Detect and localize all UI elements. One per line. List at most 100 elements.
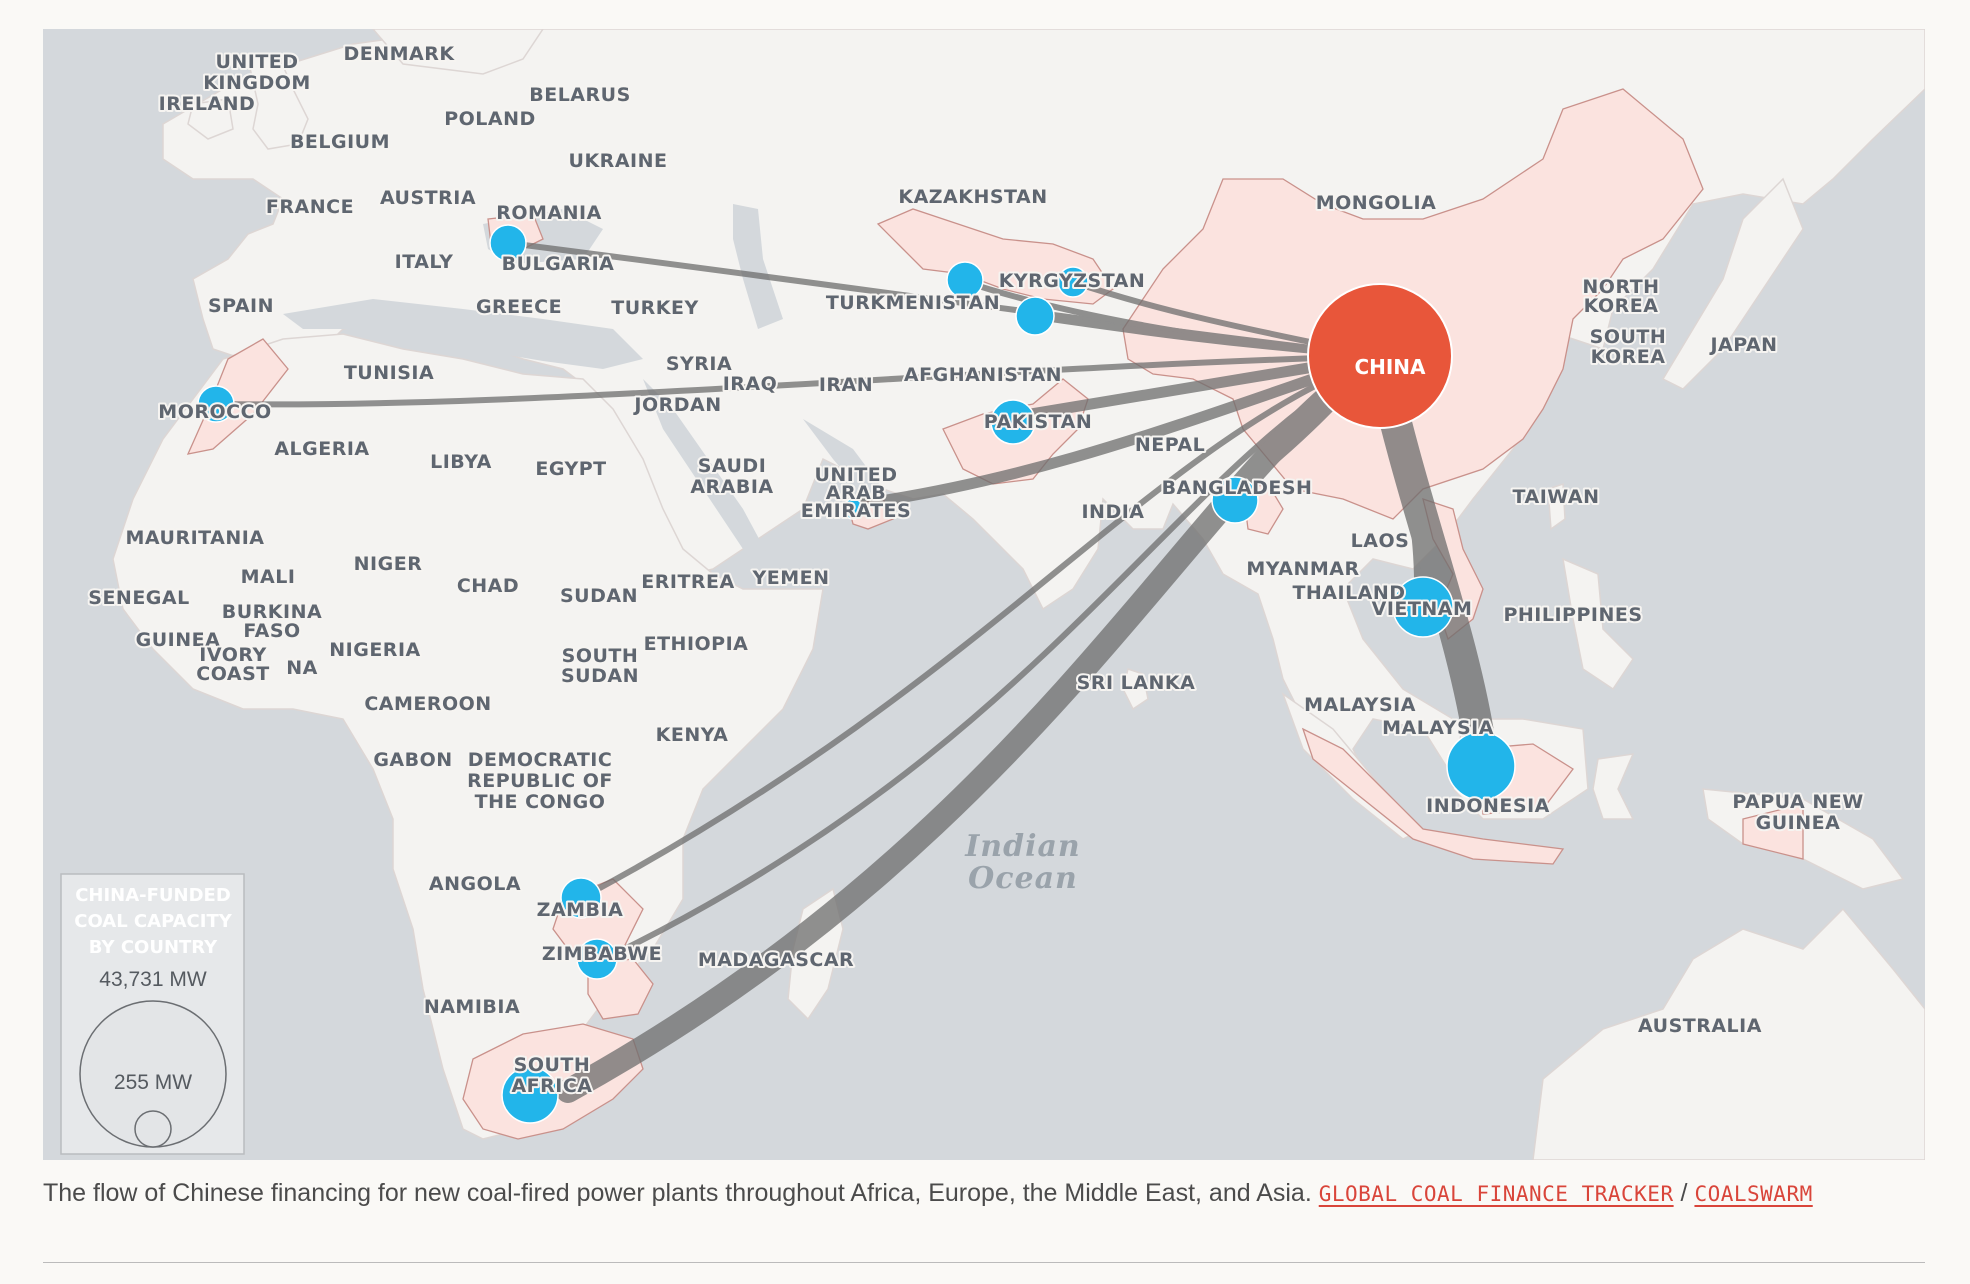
label-australia: AUSTRALIA	[1638, 1015, 1762, 1037]
node-zambia[interactable]	[560, 877, 602, 919]
label-algeria: ALGERIA	[274, 438, 369, 460]
node-pakistan[interactable]	[990, 399, 1036, 445]
great-britain-land	[247, 53, 309, 150]
legend-box: CHINA-FUNDED COAL CAPACITY BY COUNTRY 43,7…	[60, 873, 245, 1155]
mediterranean-sea	[283, 299, 643, 369]
label-guinea: GUINEA	[136, 629, 221, 651]
label-united-kingdom: UNITED KINGDOM	[203, 51, 311, 94]
legend-max-value: 43,731 MW	[99, 968, 207, 991]
label-chad: CHAD	[457, 575, 519, 597]
label-ukraine: UKRAINE	[569, 150, 668, 172]
label-zimbabwe: ZIMBABWE	[542, 943, 662, 965]
label-ghana-fragment: NA	[286, 657, 318, 679]
label-japan: JAPAN	[1708, 334, 1777, 356]
ocean-label-indian: Indian Ocean	[964, 829, 1080, 896]
label-south-africa: SOUTH AFRICA	[511, 1054, 592, 1097]
label-ireland: IRELAND	[159, 93, 256, 115]
label-namibia: NAMIBIA	[424, 996, 520, 1018]
label-madagascar: MADAGASCAR	[698, 949, 854, 971]
ireland-land	[187, 98, 234, 140]
legend-min-circle	[134, 1110, 172, 1148]
caption-separator: /	[1673, 1179, 1695, 1207]
country-nodes	[197, 224, 1516, 1124]
label-egypt: EGYPT	[535, 458, 606, 480]
label-eritrea: ERITREA	[641, 571, 734, 593]
label-vietnam: VIETNAM	[1372, 598, 1473, 620]
label-ivory-coast: IVORY COAST	[196, 644, 269, 685]
flow-zambia	[580, 353, 1383, 900]
label-niger: NIGER	[354, 553, 423, 575]
source-link-coalswarm[interactable]: COALSWARM	[1694, 1182, 1813, 1206]
persian-gulf	[803, 419, 883, 494]
philippines-land	[1562, 557, 1634, 691]
label-syria: SYRIA	[666, 353, 732, 375]
label-turkey: TURKEY	[611, 297, 698, 319]
label-bulgaria: BULGARIA	[502, 253, 615, 275]
label-angola: ANGOLA	[429, 873, 521, 895]
label-thailand: THAILAND	[1292, 582, 1405, 604]
label-afghanistan: AFGHANISTAN	[904, 364, 1062, 386]
taiwan-land	[1547, 482, 1566, 531]
node-morocco[interactable]	[197, 385, 235, 423]
china-hub-circle[interactable]	[1307, 283, 1453, 429]
sulawesi-land	[1592, 753, 1635, 820]
sri-lanka-land	[1122, 668, 1149, 711]
label-taiwan: TAIWAN	[1513, 486, 1600, 508]
label-turkmenistan: TURKMENISTAN	[826, 292, 1000, 314]
label-drc: DEMOCRATIC REPUBLIC OF THE CONGO	[467, 749, 613, 813]
source-link-global-coal-finance-tracker[interactable]: GLOBAL COAL FINANCE TRACKER	[1318, 1182, 1674, 1206]
label-belgium: BELGIUM	[290, 131, 390, 153]
node-romania[interactable]	[489, 224, 527, 262]
node-kyrgyzstan-2[interactable]	[1057, 266, 1089, 298]
legend-min-value: 255 MW	[114, 1071, 192, 1094]
label-sri-lanka: SRI LANKA	[1077, 672, 1196, 694]
label-mongolia: MONGOLIA	[1316, 192, 1437, 214]
label-indonesia: INDONESIA	[1426, 795, 1550, 817]
label-jordan: JORDAN	[632, 394, 721, 416]
label-senegal: SENEGAL	[88, 587, 189, 609]
map-panel: CHINA UNITED KINGDOM DENMARK IRELAND BELA…	[43, 29, 1925, 1160]
label-italy: ITALY	[395, 251, 454, 273]
scandinavia-land	[372, 29, 544, 75]
node-indonesia[interactable]	[1446, 731, 1516, 801]
label-iran: IRAN	[819, 374, 873, 396]
flow-south-africa	[556, 344, 1392, 1103]
label-uae: UNITED ARAB EMIRATES	[801, 464, 911, 522]
label-austria: AUSTRIA	[380, 187, 476, 209]
label-burkina-faso: BURKINA FASO	[222, 601, 322, 642]
label-kazakhstan: KAZAKHSTAN	[898, 186, 1047, 208]
node-uae[interactable]	[842, 498, 864, 520]
indonesia-shape	[1301, 727, 1804, 865]
label-greece: GREECE	[476, 296, 562, 318]
label-bangladesh: BANGLADESH	[1162, 477, 1313, 499]
label-myanmar: MYANMAR	[1246, 558, 1359, 580]
flow-uae	[847, 350, 1386, 511]
label-iraq: IRAQ	[723, 373, 778, 395]
label-cameroon: CAMEROON	[364, 693, 491, 715]
label-nepal: NEPAL	[1135, 434, 1205, 456]
label-sudan: SUDAN	[560, 585, 638, 607]
label-north-korea: NORTH KOREA	[1582, 276, 1659, 317]
label-kyrgyzstan: KYRGYZSTAN	[999, 270, 1146, 292]
node-vietnam[interactable]	[1392, 576, 1454, 638]
legend-title: CHINA-FUNDED COAL CAPACITY BY COUNTRY	[74, 885, 232, 958]
caption-divider	[43, 1262, 1925, 1263]
node-bangladesh[interactable]	[1211, 476, 1259, 524]
label-spain: SPAIN	[208, 295, 274, 317]
node-turkmenistan[interactable]	[1015, 296, 1055, 336]
label-zambia: ZAMBIA	[537, 899, 624, 921]
label-libya: LIBYA	[430, 451, 492, 473]
red-sea	[643, 379, 778, 579]
label-gabon: GABON	[373, 749, 452, 771]
china-hub-label: CHINA	[1354, 355, 1426, 379]
node-kyrgyzstan[interactable]	[946, 261, 984, 299]
label-morocco: MOROCCO	[158, 401, 271, 423]
label-malaysia-west: MALAYSIA	[1304, 694, 1416, 716]
inland-water	[283, 204, 883, 579]
node-zimbabwe[interactable]	[576, 938, 618, 980]
node-south-africa[interactable]	[501, 1066, 559, 1124]
flow-morocco	[213, 353, 1383, 408]
australia-land	[1532, 907, 1925, 1160]
label-mauritania: MAURITANIA	[125, 527, 264, 549]
label-malaysia-east: MALAYSIA	[1382, 717, 1494, 739]
